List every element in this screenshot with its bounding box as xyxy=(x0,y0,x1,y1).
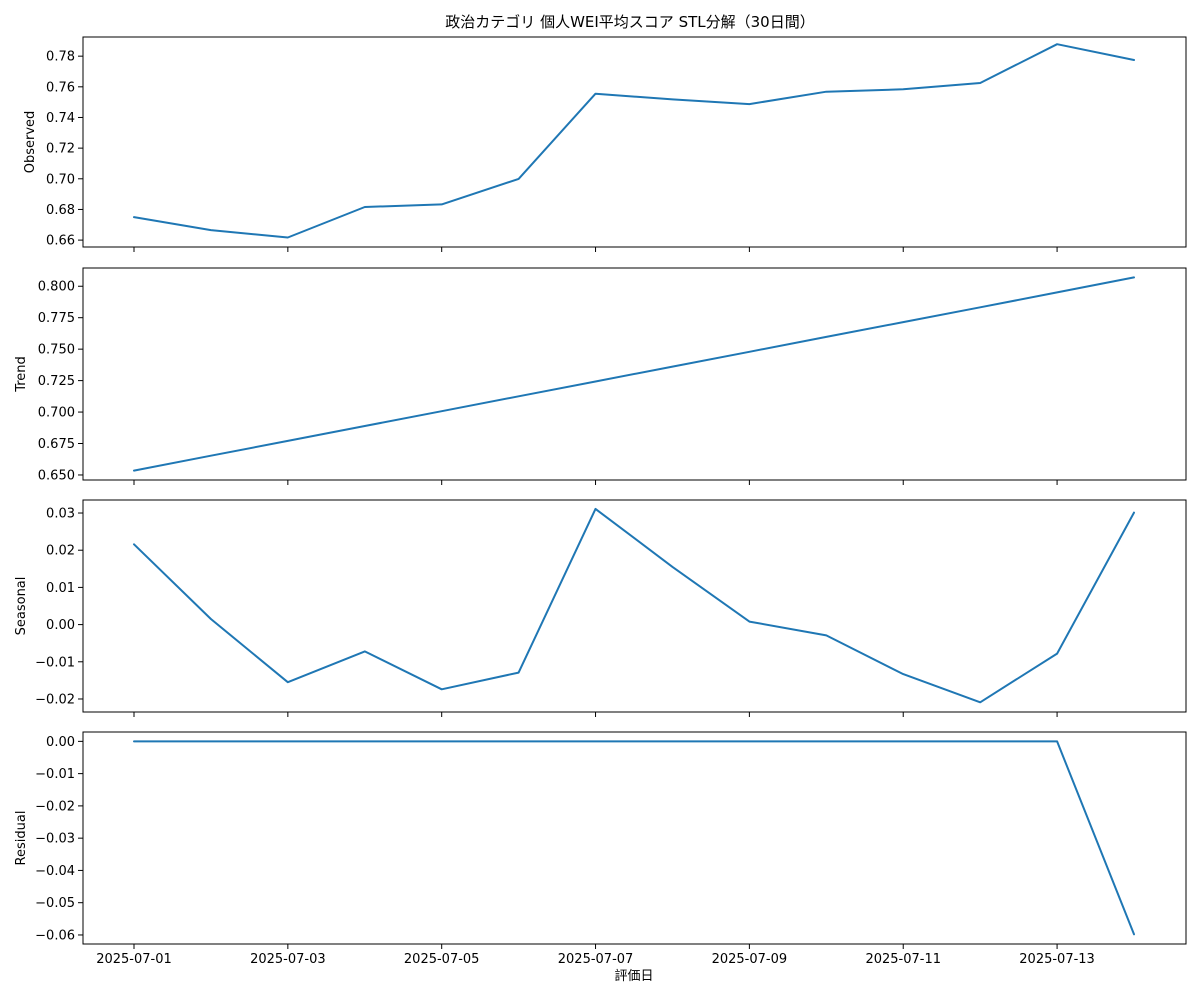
panel-frame xyxy=(82,499,1187,713)
x-tick-label: 2025-07-09 xyxy=(712,952,788,967)
x-tick-label: 2025-07-07 xyxy=(558,952,634,967)
panel-frame xyxy=(82,267,1187,481)
y-tick-label: 0.01 xyxy=(46,581,75,596)
y-tick-label: −0.03 xyxy=(35,832,75,847)
series-line-trend xyxy=(133,276,1135,472)
y-tick-label: 0.74 xyxy=(46,111,75,126)
y-tick-label: 0.750 xyxy=(38,343,75,358)
y-tick-label: −0.01 xyxy=(35,655,75,670)
y-tick-label: −0.02 xyxy=(35,692,75,707)
y-tick-label: 0.00 xyxy=(46,618,75,633)
y-tick-label: 0.725 xyxy=(38,374,75,389)
x-tick-label: 2025-07-03 xyxy=(250,952,326,967)
y-tick-label: 0.78 xyxy=(46,50,75,65)
y-tick-label: −0.05 xyxy=(35,896,75,911)
y-tick-label: 0.70 xyxy=(46,172,75,187)
panel-trend: 0.650 0.675 0.700 0.725 0.750 0.775 0.800 Trend xyxy=(14,267,1187,485)
series-line-seasonal xyxy=(133,507,1135,704)
y-tick-label: 0.675 xyxy=(38,437,75,452)
panel-frame xyxy=(82,731,1187,945)
y-tick-label: −0.04 xyxy=(35,864,75,879)
y-tick-label: 0.72 xyxy=(46,142,75,157)
y-tick-label: 0.700 xyxy=(38,406,75,421)
x-tick-label: 2025-07-05 xyxy=(404,952,480,967)
y-tick-label: 0.66 xyxy=(46,234,75,249)
y-axis-label: Observed xyxy=(23,111,38,174)
y-tick-label: 0.800 xyxy=(38,280,75,295)
x-tick-label: 2025-07-13 xyxy=(1019,952,1095,967)
x-tick-label: 2025-07-01 xyxy=(96,952,172,967)
y-axis-label: Trend xyxy=(14,356,29,393)
y-tick-label: −0.06 xyxy=(35,928,75,943)
y-tick-label: 0.775 xyxy=(38,311,75,326)
series-line-residual xyxy=(133,740,1135,936)
series-line-observed xyxy=(133,43,1135,239)
y-tick-label: 0.76 xyxy=(46,80,75,95)
panel-residual: −0.06 −0.05 −0.04 −0.03 −0.02 −0.01 0.00 2025-0… xyxy=(14,731,1187,967)
y-tick-label: 0.650 xyxy=(38,468,75,483)
chart-title: 政治カテゴリ 個人WEI平均スコア STL分解（30日間） xyxy=(445,13,814,31)
y-tick-label: −0.01 xyxy=(35,767,75,782)
y-tick-label: 0.02 xyxy=(46,544,75,559)
y-tick-label: 0.03 xyxy=(46,507,75,522)
y-tick-label: −0.02 xyxy=(35,799,75,814)
y-tick-label: 0.68 xyxy=(46,203,75,218)
y-axis-label: Residual xyxy=(14,811,29,866)
y-axis-label: Seasonal xyxy=(14,577,29,636)
panel-frame xyxy=(82,36,1187,248)
panel-seasonal: −0.02 −0.01 0.00 0.01 0.02 0.03 Seasonal xyxy=(14,499,1187,717)
x-tick-label: 2025-07-11 xyxy=(865,952,941,967)
y-tick-label: 0.00 xyxy=(46,735,75,750)
panel-observed: 0.66 0.68 0.70 0.72 0.74 0.76 0.78 Observed xyxy=(23,36,1187,252)
x-axis-label: 評価日 xyxy=(614,969,653,984)
panels: 0.66 0.68 0.70 0.72 0.74 0.76 0.78 Observed 0.65… xyxy=(14,36,1187,967)
